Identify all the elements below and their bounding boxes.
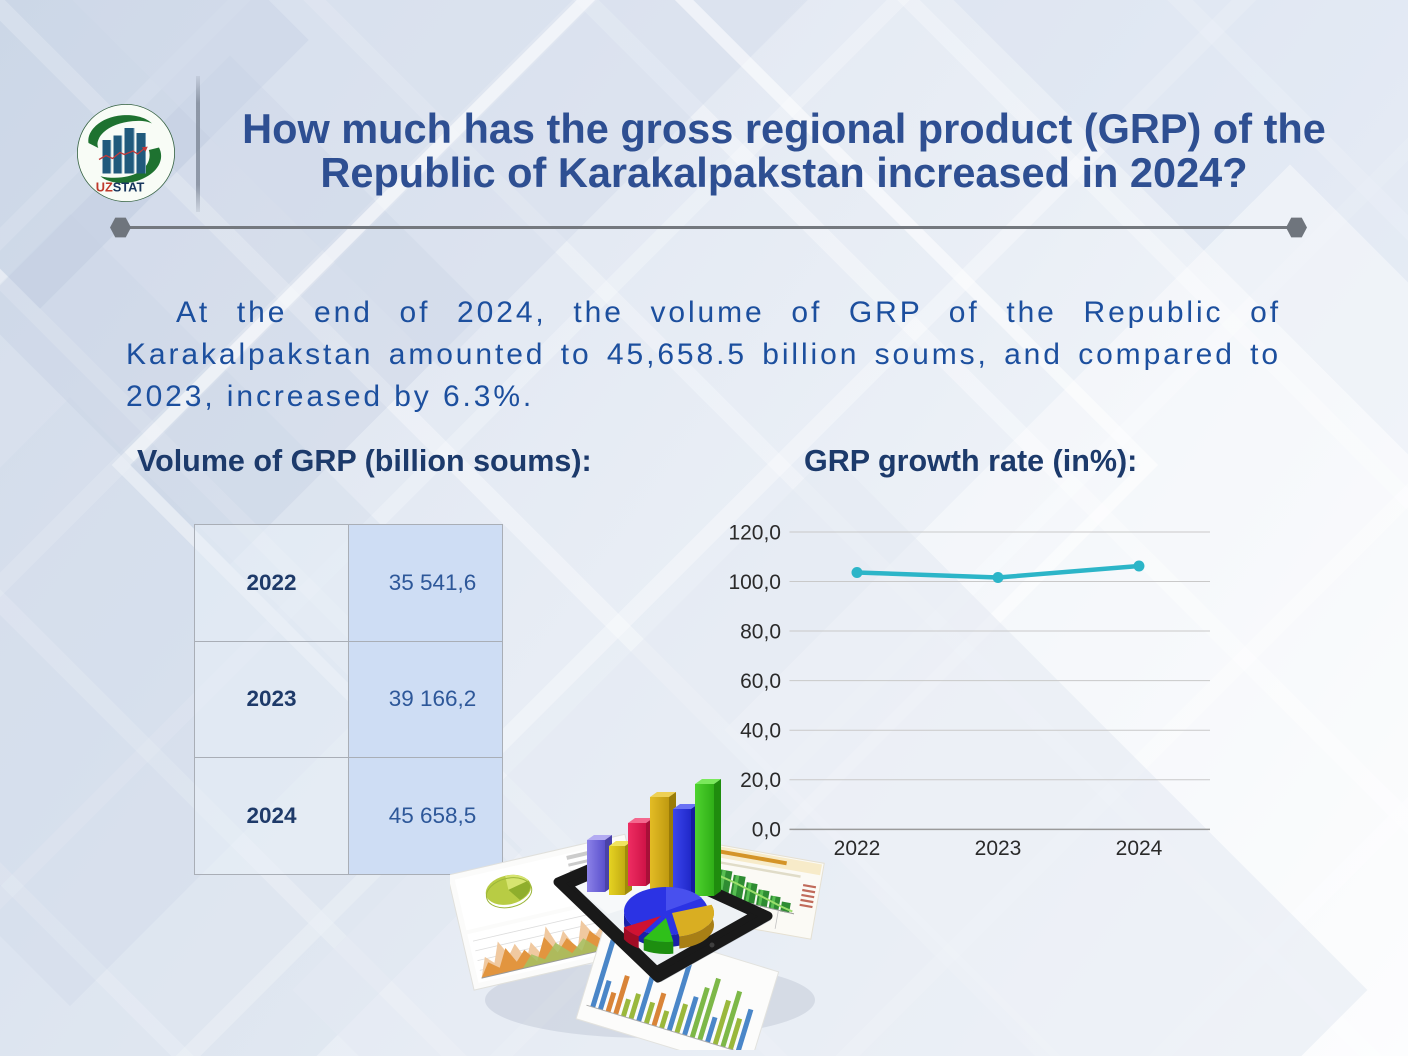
svg-text:2022: 2022	[834, 837, 881, 860]
svg-text:2023: 2023	[975, 837, 1022, 860]
svg-text:40,0: 40,0	[740, 720, 781, 743]
svg-text:100,0: 100,0	[728, 571, 781, 594]
svg-text:80,0: 80,0	[740, 621, 781, 644]
svg-text:0,0: 0,0	[752, 819, 781, 842]
svg-text:20,0: 20,0	[740, 769, 781, 792]
svg-text:60,0: 60,0	[740, 670, 781, 693]
svg-text:120,0: 120,0	[728, 522, 781, 545]
svg-text:2024: 2024	[1116, 837, 1163, 860]
svg-text:UZSTAT: UZSTAT	[96, 180, 145, 195]
